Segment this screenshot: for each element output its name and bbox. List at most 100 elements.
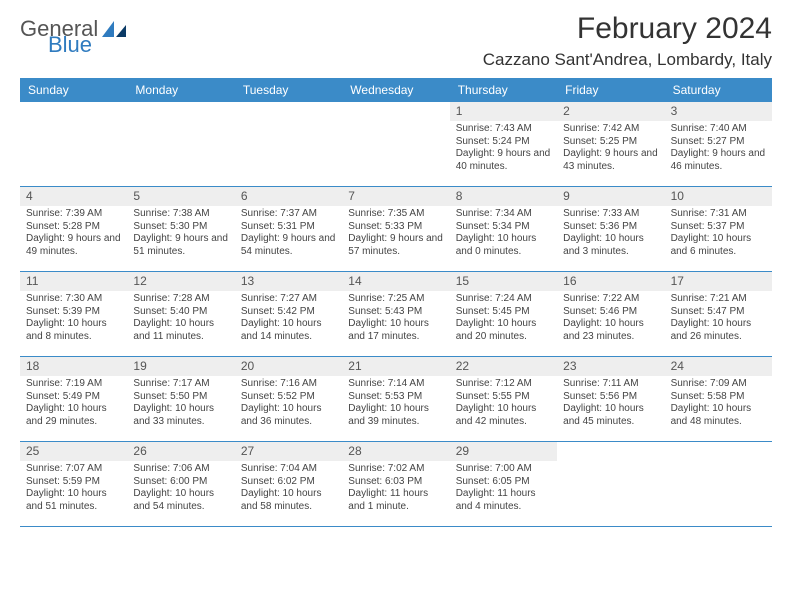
calendar-day-empty [342, 102, 449, 186]
calendar-week: 4Sunrise: 7:39 AMSunset: 5:28 PMDaylight… [20, 187, 772, 272]
sunrise-text: Sunrise: 7:35 AM [348, 208, 443, 221]
daylight-text: Daylight: 10 hours and 54 minutes. [133, 488, 228, 513]
calendar-day: 5 Sunrise: 7:38 AMSunset: 5:30 PMDaylight… [127, 187, 234, 271]
calendar-day-empty [557, 442, 664, 526]
calendar-day: 3Sunrise: 7:40 AMSunset: 5:27 PMDaylight… [665, 102, 772, 186]
calendar-day: 19Sunrise: 7:17 AMSunset: 5:50 PMDayligh… [127, 357, 234, 441]
day-number: 3 [665, 102, 772, 121]
sunrise-text: Sunrise: 7:00 AM [456, 463, 551, 476]
sunset-text: Sunset: 5:30 PM [133, 221, 228, 234]
sunrise-text: Sunrise: 7:43 AM [456, 123, 551, 136]
page-title: February 2024 [483, 12, 772, 46]
sunset-text: Sunset: 5:24 PM [456, 136, 551, 149]
daylight-text: Daylight: 10 hours and 6 minutes. [671, 233, 766, 258]
header: General Blue February 2024 Cazzano Sant'… [20, 12, 772, 70]
day-number: 13 [235, 272, 342, 291]
logo-text: General Blue [20, 18, 128, 56]
day-number: 16 [557, 272, 664, 291]
weekday-header-cell: Tuesday [235, 78, 342, 102]
sunset-text: Sunset: 5:34 PM [456, 221, 551, 234]
calendar: SundayMondayTuesdayWednesdayThursdayFrid… [20, 78, 772, 527]
day-number: 12 [127, 272, 234, 291]
weekday-header-cell: Sunday [20, 78, 127, 102]
calendar-day: 1Sunrise: 7:43 AMSunset: 5:24 PMDaylight… [450, 102, 557, 186]
sunrise-text: Sunrise: 7:38 AM [133, 208, 228, 221]
calendar-day-empty [235, 102, 342, 186]
sunset-text: Sunset: 5:33 PM [348, 221, 443, 234]
calendar-day: 29Sunrise: 7:00 AMSunset: 6:05 PMDayligh… [450, 442, 557, 526]
daylight-text: Daylight: 9 hours and 57 minutes. [348, 233, 443, 258]
sunrise-text: Sunrise: 7:12 AM [456, 378, 551, 391]
daylight-text: Daylight: 10 hours and 48 minutes. [671, 403, 766, 428]
daylight-text: Daylight: 10 hours and 20 minutes. [456, 318, 551, 343]
calendar-day: 12Sunrise: 7:28 AMSunset: 5:40 PMDayligh… [127, 272, 234, 356]
sunrise-text: Sunrise: 7:31 AM [671, 208, 766, 221]
title-block: February 2024 Cazzano Sant'Andrea, Lomba… [483, 12, 772, 70]
weekday-header-cell: Wednesday [342, 78, 449, 102]
calendar-day: 20Sunrise: 7:16 AMSunset: 5:52 PMDayligh… [235, 357, 342, 441]
daylight-text: Daylight: 10 hours and 11 minutes. [133, 318, 228, 343]
sunrise-text: Sunrise: 7:42 AM [563, 123, 658, 136]
day-number: 5 [127, 187, 234, 206]
calendar-day: 8Sunrise: 7:34 AMSunset: 5:34 PMDaylight… [450, 187, 557, 271]
sunrise-text: Sunrise: 7:04 AM [241, 463, 336, 476]
sunrise-text: Sunrise: 7:25 AM [348, 293, 443, 306]
day-number: 6 [235, 187, 342, 206]
calendar-day-empty [127, 102, 234, 186]
sunrise-text: Sunrise: 7:28 AM [133, 293, 228, 306]
sunrise-text: Sunrise: 7:17 AM [133, 378, 228, 391]
day-number: 22 [450, 357, 557, 376]
calendar-day: 24Sunrise: 7:09 AMSunset: 5:58 PMDayligh… [665, 357, 772, 441]
calendar-day: 10Sunrise: 7:31 AMSunset: 5:37 PMDayligh… [665, 187, 772, 271]
calendar-day: 23Sunrise: 7:11 AMSunset: 5:56 PMDayligh… [557, 357, 664, 441]
weekday-header: SundayMondayTuesdayWednesdayThursdayFrid… [20, 78, 772, 102]
calendar-day: 21Sunrise: 7:14 AMSunset: 5:53 PMDayligh… [342, 357, 449, 441]
weekday-header-cell: Monday [127, 78, 234, 102]
day-number: 1 [450, 102, 557, 121]
sunrise-text: Sunrise: 7:22 AM [563, 293, 658, 306]
daylight-text: Daylight: 9 hours and 51 minutes. [133, 233, 228, 258]
sunrise-text: Sunrise: 7:14 AM [348, 378, 443, 391]
sunrise-text: Sunrise: 7:24 AM [456, 293, 551, 306]
calendar-day-empty [20, 102, 127, 186]
day-number: 26 [127, 442, 234, 461]
daylight-text: Daylight: 10 hours and 42 minutes. [456, 403, 551, 428]
daylight-text: Daylight: 10 hours and 0 minutes. [456, 233, 551, 258]
sunrise-text: Sunrise: 7:30 AM [26, 293, 121, 306]
calendar-day: 18Sunrise: 7:19 AMSunset: 5:49 PMDayligh… [20, 357, 127, 441]
sunrise-text: Sunrise: 7:16 AM [241, 378, 336, 391]
daylight-text: Daylight: 11 hours and 1 minute. [348, 488, 443, 513]
daylight-text: Daylight: 10 hours and 17 minutes. [348, 318, 443, 343]
daylight-text: Daylight: 9 hours and 54 minutes. [241, 233, 336, 258]
day-number: 25 [20, 442, 127, 461]
daylight-text: Daylight: 10 hours and 23 minutes. [563, 318, 658, 343]
sunrise-text: Sunrise: 7:27 AM [241, 293, 336, 306]
day-number: 8 [450, 187, 557, 206]
sunrise-text: Sunrise: 7:06 AM [133, 463, 228, 476]
calendar-day: 6Sunrise: 7:37 AMSunset: 5:31 PMDaylight… [235, 187, 342, 271]
daylight-text: Daylight: 10 hours and 8 minutes. [26, 318, 121, 343]
logo: General Blue [20, 18, 128, 56]
calendar-day: 15Sunrise: 7:24 AMSunset: 5:45 PMDayligh… [450, 272, 557, 356]
calendar-day: 2Sunrise: 7:42 AMSunset: 5:25 PMDaylight… [557, 102, 664, 186]
calendar-day: 28Sunrise: 7:02 AMSunset: 6:03 PMDayligh… [342, 442, 449, 526]
sunset-text: Sunset: 6:05 PM [456, 476, 551, 489]
weeks-container: 1 Sunrise: 7:43 AMSunset: 5:24 PM Daylight… [20, 102, 772, 527]
calendar-day: 22Sunrise: 7:12 AMSunset: 5:55 PMDayligh… [450, 357, 557, 441]
sunset-text: Sunset: 5:49 PM [26, 391, 121, 404]
day-number: 29 [450, 442, 557, 461]
sunrise-text: Sunrise: 7:19 AM [26, 378, 121, 391]
sunset-text: Sunset: 5:43 PM [348, 306, 443, 319]
calendar-week: 25Sunrise: 7:07 AMSunset: 5:59 PMDayligh… [20, 442, 772, 527]
calendar-day: 9Sunrise: 7:33 AMSunset: 5:36 PMDaylight… [557, 187, 664, 271]
sunrise-text: Sunrise: 7:11 AM [563, 378, 658, 391]
day-number: 7 [342, 187, 449, 206]
day-number: 24 [665, 357, 772, 376]
calendar-week: 11Sunrise: 7:30 AMSunset: 5:39 PMDayligh… [20, 272, 772, 357]
day-number: 9 [557, 187, 664, 206]
daylight-text: Daylight: 10 hours and 26 minutes. [671, 318, 766, 343]
sunset-text: Sunset: 5:59 PM [26, 476, 121, 489]
day-number: 2 [557, 102, 664, 121]
weekday-header-cell: Saturday [665, 78, 772, 102]
sunset-text: Sunset: 5:45 PM [456, 306, 551, 319]
